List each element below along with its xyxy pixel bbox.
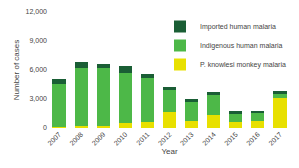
svg-text:Indigenous human malaria: Indigenous human malaria (200, 42, 283, 50)
svg-text:6,000: 6,000 (29, 66, 47, 73)
svg-text:P. knowlesi monkey malaria: P. knowlesi monkey malaria (200, 61, 286, 69)
svg-text:Year: Year (161, 147, 178, 156)
svg-text:2010: 2010 (113, 131, 129, 147)
svg-text:12,000: 12,000 (26, 8, 48, 15)
svg-text:2008: 2008 (68, 131, 84, 147)
svg-text:3,000: 3,000 (29, 95, 47, 102)
svg-text:2009: 2009 (90, 131, 106, 147)
svg-text:9,000: 9,000 (29, 37, 47, 44)
svg-text:0: 0 (43, 124, 47, 131)
svg-text:Number of cases: Number of cases (12, 40, 21, 100)
svg-text:Imported human malaria: Imported human malaria (200, 23, 276, 31)
svg-text:2007: 2007 (46, 131, 62, 147)
svg-text:2016: 2016 (245, 131, 261, 147)
svg-text:2014: 2014 (201, 131, 217, 147)
svg-text:2012: 2012 (157, 131, 173, 147)
svg-text:2011: 2011 (135, 131, 151, 147)
svg-text:2015: 2015 (223, 131, 239, 147)
svg-text:2013: 2013 (179, 131, 195, 147)
svg-text:2017: 2017 (267, 131, 283, 147)
